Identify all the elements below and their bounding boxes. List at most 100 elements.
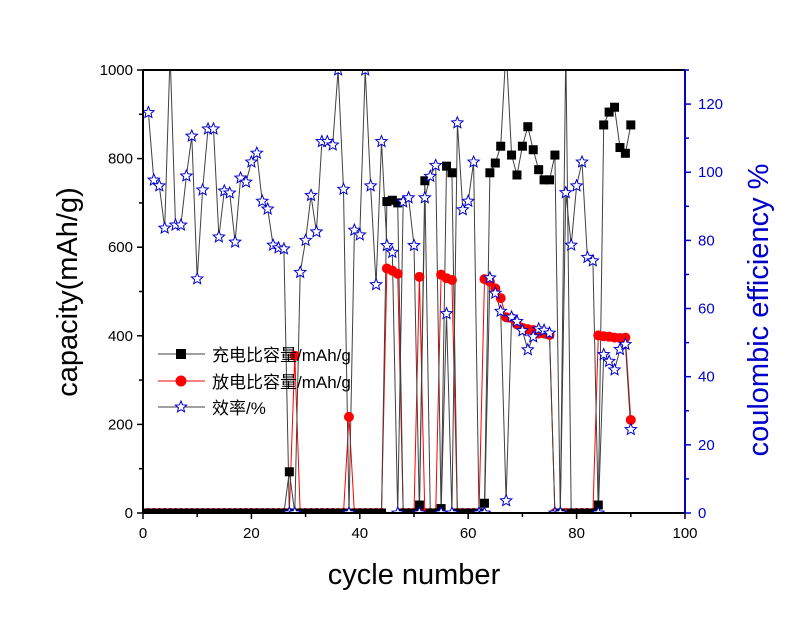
point-square-69 bbox=[512, 170, 522, 180]
point-square-43 bbox=[371, 508, 381, 513]
legend-label-discharge: 放电比容量/mAh/g bbox=[212, 373, 351, 392]
point-star-29 bbox=[293, 265, 308, 279]
point-star-22 bbox=[255, 193, 270, 208]
point-square-8 bbox=[181, 508, 191, 513]
point-square-12 bbox=[203, 508, 213, 513]
point-square-57 bbox=[447, 168, 457, 178]
point-square-45 bbox=[382, 197, 392, 207]
point-square-72 bbox=[528, 145, 538, 155]
x-tick-label: 60 bbox=[460, 525, 477, 542]
point-star-23 bbox=[260, 201, 275, 215]
point-square-7 bbox=[176, 508, 186, 513]
point-star-46 bbox=[385, 245, 400, 259]
point-star-81 bbox=[575, 154, 589, 168]
point-star-5 bbox=[164, 47, 175, 58]
point-circle-28 bbox=[289, 350, 300, 361]
point-square-87 bbox=[610, 102, 620, 112]
point-square-65 bbox=[490, 158, 500, 168]
point-star-17 bbox=[228, 234, 243, 248]
point-square-84 bbox=[593, 500, 603, 510]
point-square-73 bbox=[534, 165, 544, 175]
point-square-35 bbox=[328, 508, 338, 513]
plot-area bbox=[143, 47, 638, 513]
point-square-40 bbox=[355, 508, 365, 513]
point-square-1 bbox=[143, 508, 153, 513]
point-square-36 bbox=[333, 508, 343, 513]
axes: 0 20 40 60 80 1000200400600800100002040608010… bbox=[100, 62, 723, 542]
point-square-75 bbox=[545, 175, 554, 185]
y-right-tick-label: 60 bbox=[698, 301, 715, 318]
point-square-51 bbox=[414, 500, 424, 510]
point-star-86 bbox=[602, 354, 617, 368]
point-square-30 bbox=[301, 508, 311, 513]
point-square-9 bbox=[187, 508, 197, 513]
point-square-46 bbox=[387, 195, 397, 205]
point-star-56 bbox=[439, 306, 454, 320]
series-line-0 bbox=[148, 70, 632, 513]
point-star-77 bbox=[553, 505, 568, 513]
point-star-21 bbox=[249, 145, 264, 160]
point-square-23 bbox=[263, 508, 273, 513]
point-square-10 bbox=[192, 508, 202, 513]
series-line-2 bbox=[147, 70, 632, 513]
point-star-16 bbox=[222, 185, 237, 199]
point-square-71 bbox=[523, 122, 533, 132]
point-star-19 bbox=[239, 174, 253, 189]
point-star-49 bbox=[401, 190, 416, 204]
point-square-68 bbox=[507, 150, 517, 160]
point-star-10 bbox=[190, 271, 205, 285]
y-axis-right-label: coulombic efficiency % bbox=[743, 164, 775, 457]
legend-marker-discharge bbox=[175, 375, 187, 387]
point-star-60 bbox=[461, 193, 476, 208]
point-square-86 bbox=[604, 107, 614, 117]
legend-marker-charge bbox=[176, 349, 186, 359]
point-star-54 bbox=[428, 158, 443, 172]
x-tick-label: 0 bbox=[139, 525, 147, 542]
point-star-28 bbox=[287, 505, 302, 513]
y-right-tick-label: 0 bbox=[698, 505, 706, 522]
point-circle-57 bbox=[446, 274, 457, 285]
x-tick-label: 100 bbox=[672, 525, 697, 542]
point-star-90 bbox=[623, 422, 638, 436]
point-square-13 bbox=[208, 508, 218, 513]
point-square-64 bbox=[485, 168, 495, 178]
point-circle-90 bbox=[625, 414, 636, 425]
x-axis-label: cycle number bbox=[328, 559, 501, 591]
point-square-18 bbox=[236, 508, 246, 513]
point-square-47 bbox=[393, 198, 403, 208]
point-star-3 bbox=[152, 178, 167, 192]
y-right-tick-label: 100 bbox=[698, 164, 723, 181]
y-axis-label: capacity(mAh/g) bbox=[52, 187, 84, 397]
point-square-70 bbox=[517, 141, 527, 151]
point-square-56 bbox=[442, 161, 452, 171]
point-star-51 bbox=[412, 505, 427, 513]
point-star-52 bbox=[417, 190, 432, 204]
point-square-44 bbox=[376, 508, 386, 513]
point-star-61 bbox=[466, 154, 481, 168]
point-star-64 bbox=[482, 270, 497, 284]
point-square-59 bbox=[458, 508, 468, 513]
point-square-6 bbox=[171, 508, 181, 513]
x-tick-label: 80 bbox=[568, 525, 585, 542]
point-square-82 bbox=[582, 508, 592, 513]
point-square-32 bbox=[311, 508, 321, 513]
point-square-5 bbox=[165, 508, 175, 513]
point-star-67 bbox=[499, 493, 514, 507]
point-star-40 bbox=[352, 227, 367, 241]
point-square-24 bbox=[268, 508, 278, 513]
point-square-76 bbox=[550, 150, 560, 160]
y-tick-label: 200 bbox=[108, 416, 133, 433]
y-right-tick-label: 40 bbox=[698, 369, 715, 386]
point-star-11 bbox=[195, 182, 210, 196]
point-star-7 bbox=[173, 217, 188, 231]
point-square-79 bbox=[566, 508, 576, 513]
x-tick-label: 40 bbox=[351, 525, 368, 542]
y-tick-label: 0 bbox=[125, 505, 133, 522]
point-star-66 bbox=[493, 303, 508, 318]
point-star-59 bbox=[455, 202, 470, 216]
point-star-31 bbox=[304, 188, 318, 202]
point-circle-47 bbox=[392, 268, 403, 279]
point-star-89 bbox=[618, 337, 633, 351]
point-star-63 bbox=[477, 505, 492, 513]
point-star-87 bbox=[607, 362, 622, 376]
